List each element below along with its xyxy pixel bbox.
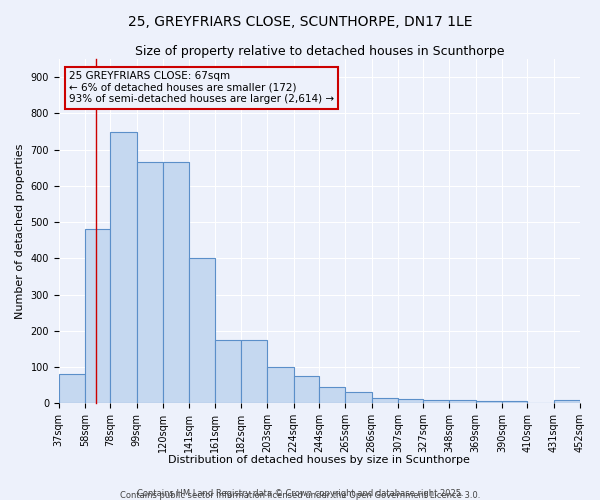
Bar <box>110 132 137 403</box>
X-axis label: Distribution of detached houses by size in Scunthorpe: Distribution of detached houses by size … <box>169 455 470 465</box>
Bar <box>502 402 527 403</box>
Bar <box>85 230 110 403</box>
Text: 25 GREYFRIARS CLOSE: 67sqm
← 6% of detached houses are smaller (172)
93% of semi: 25 GREYFRIARS CLOSE: 67sqm ← 6% of detac… <box>69 71 334 104</box>
Text: Contains HM Land Registry data © Crown copyright and database right 2025.: Contains HM Land Registry data © Crown c… <box>137 488 463 498</box>
Bar <box>163 162 190 403</box>
Bar <box>554 400 580 403</box>
Bar <box>449 400 476 403</box>
Bar <box>319 387 345 403</box>
Bar <box>59 374 85 403</box>
Bar <box>267 367 293 403</box>
Bar <box>398 399 423 403</box>
Text: 25, GREYFRIARS CLOSE, SCUNTHORPE, DN17 1LE: 25, GREYFRIARS CLOSE, SCUNTHORPE, DN17 1… <box>128 15 472 29</box>
Y-axis label: Number of detached properties: Number of detached properties <box>15 144 25 319</box>
Bar <box>476 402 502 403</box>
Bar <box>215 340 241 403</box>
Title: Size of property relative to detached houses in Scunthorpe: Size of property relative to detached ho… <box>134 45 504 58</box>
Bar <box>345 392 371 403</box>
Text: Contains public sector information licensed under the Open Government Licence 3.: Contains public sector information licen… <box>120 491 480 500</box>
Bar <box>371 398 398 403</box>
Bar <box>190 258 215 403</box>
Bar <box>137 162 163 403</box>
Bar <box>241 340 267 403</box>
Bar <box>293 376 319 403</box>
Bar <box>423 400 449 403</box>
